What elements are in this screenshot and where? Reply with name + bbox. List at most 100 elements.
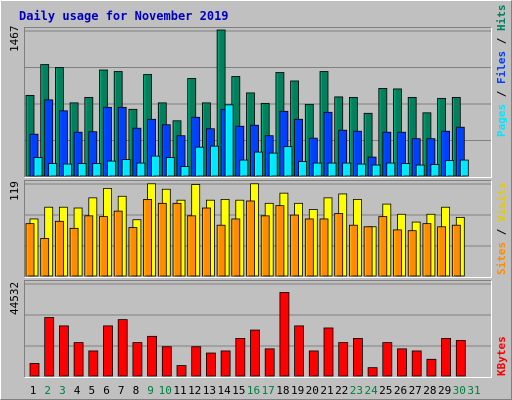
visits-bar-sites-day-6 bbox=[99, 216, 108, 277]
hits-bar-pages-day-5 bbox=[92, 163, 102, 177]
bars bbox=[25, 29, 469, 377]
kbytes-bar-kbytes-day-5 bbox=[88, 350, 99, 377]
hits-bar-pages-day-29 bbox=[445, 160, 455, 177]
kbytes-bar-kbytes-day-22 bbox=[338, 342, 349, 377]
visits-bar-sites-day-18 bbox=[275, 205, 285, 277]
x-tick-label: 18 bbox=[276, 384, 289, 397]
kbytes-bar-kbytes-day-7 bbox=[117, 319, 128, 377]
kbytes-bar-kbytes-day-26 bbox=[397, 348, 407, 377]
visits-bar-sites-day-12 bbox=[187, 215, 197, 277]
legend-sites: Sites bbox=[495, 242, 508, 275]
visits-bar-sites-day-24 bbox=[363, 226, 373, 277]
kbytes-bar-kbytes-day-29 bbox=[441, 338, 452, 377]
svg-text:Pages / Files / Hits: Pages / Files / Hits bbox=[495, 5, 508, 138]
legend-visits: Visits bbox=[495, 182, 508, 222]
visits-bar-sites-day-5 bbox=[84, 215, 94, 277]
kbytes-bar-kbytes-day-23 bbox=[352, 338, 363, 377]
hits-bar-pages-day-12 bbox=[195, 146, 205, 177]
hits-bar-pages-day-26 bbox=[401, 163, 410, 177]
visits-bar-sites-day-28 bbox=[422, 223, 432, 277]
x-tick-label: 24 bbox=[364, 384, 378, 397]
hits-bar-pages-day-7 bbox=[121, 159, 131, 177]
legend-pages: Pages bbox=[495, 104, 508, 137]
x-tick-label: 31 bbox=[467, 384, 480, 397]
chart-title: Daily usage for November 2019 bbox=[19, 9, 229, 23]
hits-bar-pages-day-13 bbox=[209, 145, 219, 177]
kbytes-bar-kbytes-day-27 bbox=[411, 350, 422, 377]
visits-bar-sites-day-26 bbox=[393, 229, 402, 277]
x-tick-label: 12 bbox=[188, 384, 201, 397]
hits-bar-pages-day-28 bbox=[430, 164, 440, 177]
kbytes-bar-kbytes-day-30 bbox=[455, 340, 466, 377]
visits-bar-sites-day-17 bbox=[260, 215, 270, 277]
kbytes-bar-kbytes-day-15 bbox=[235, 338, 246, 377]
x-tick-label: 10 bbox=[159, 384, 172, 397]
hits-bar-pages-day-9 bbox=[151, 155, 161, 177]
visits-ymax-label: 119 bbox=[8, 181, 21, 201]
visits-bar-sites-day-15 bbox=[231, 218, 241, 277]
hits-bar-pages-day-30 bbox=[459, 159, 469, 177]
kbytes-panel-legend: KBytes bbox=[495, 336, 508, 376]
kbytes-bar-kbytes-day-10 bbox=[161, 346, 172, 377]
x-tick-label: 11 bbox=[173, 384, 186, 397]
hits-bar-pages-day-23 bbox=[356, 163, 366, 177]
hits-bar-pages-day-27 bbox=[415, 164, 425, 177]
visits-bar-sites-day-30 bbox=[451, 224, 461, 277]
visits-bar-sites-day-29 bbox=[437, 226, 447, 277]
x-tick-label: 15 bbox=[232, 384, 245, 397]
legend-kbytes: KBytes bbox=[495, 336, 508, 376]
hits-ymax-label: 1467 bbox=[8, 26, 21, 53]
kbytes-bar-kbytes-day-11 bbox=[176, 365, 187, 377]
hits-bar-pages-day-11 bbox=[180, 166, 190, 177]
kbytes-bar-kbytes-day-17 bbox=[264, 348, 275, 377]
x-tick-label: 9 bbox=[147, 384, 154, 397]
visits-bar-sites-day-22 bbox=[334, 213, 344, 277]
hits-bar-pages-day-1 bbox=[33, 157, 43, 177]
hits-bar-pages-day-24 bbox=[371, 164, 381, 177]
kbytes-bar-kbytes-day-12 bbox=[191, 346, 202, 377]
kbytes-bar-kbytes-day-13 bbox=[205, 352, 216, 377]
hits-bar-pages-day-3 bbox=[63, 163, 72, 177]
hits-bar-pages-day-8 bbox=[136, 162, 146, 177]
x-tick-label: 7 bbox=[118, 384, 125, 397]
kbytes-bar-kbytes-day-21 bbox=[323, 327, 334, 377]
hits-bar-pages-day-22 bbox=[342, 162, 352, 177]
x-tick-label: 8 bbox=[133, 384, 140, 397]
visits-panel-legend: Sites / Visits bbox=[495, 182, 508, 275]
x-tick-label: 23 bbox=[350, 384, 363, 397]
x-tick-label: 22 bbox=[335, 384, 348, 397]
x-tick-label: 19 bbox=[291, 384, 304, 397]
x-axis-day-labels: 1 2 3 4 5 6 7 8 9 10 11 12 13 14 15 16 17 18 19 20 21 22 23 24 2… bbox=[30, 384, 481, 397]
kbytes-ymax-label: 44532 bbox=[8, 282, 21, 315]
visits-bar-sites-day-14 bbox=[216, 224, 226, 277]
x-tick-label: 30 bbox=[453, 384, 466, 397]
hits-bar-pages-day-2 bbox=[48, 163, 58, 177]
x-tick-label: 16 bbox=[247, 384, 260, 397]
visits-bar-sites-day-27 bbox=[407, 230, 417, 277]
visits-bar-sites-day-7 bbox=[113, 210, 123, 277]
x-tick-label: 1 bbox=[30, 384, 37, 397]
kbytes-bar-kbytes-day-14 bbox=[220, 350, 231, 377]
visits-bar-sites-day-16 bbox=[246, 200, 255, 277]
visits-bar-sites-day-21 bbox=[319, 218, 329, 277]
hits-bar-pages-day-16 bbox=[254, 151, 263, 177]
kbytes-bar-kbytes-day-19 bbox=[294, 325, 305, 377]
visits-bar-sites-day-20 bbox=[304, 218, 314, 277]
kbytes-bar-kbytes-day-2 bbox=[44, 317, 55, 377]
kbytes-bar-kbytes-day-6 bbox=[103, 325, 113, 377]
visits-bar-sites-day-23 bbox=[348, 224, 358, 277]
hits-bar-pages-day-6 bbox=[107, 160, 116, 177]
x-tick-label: 25 bbox=[379, 384, 392, 397]
visits-bar-sites-day-1 bbox=[25, 223, 35, 277]
kbytes-bar-kbytes-day-28 bbox=[426, 358, 437, 377]
kbytes-bar-kbytes-day-9 bbox=[147, 335, 158, 377]
kbytes-bar-kbytes-day-25 bbox=[382, 342, 393, 377]
kbytes-bar-kbytes-day-16 bbox=[250, 329, 260, 377]
kbytes-bar-kbytes-day-1 bbox=[29, 363, 40, 377]
x-tick-label: 13 bbox=[203, 384, 216, 397]
visits-bar-sites-day-19 bbox=[290, 214, 300, 277]
hits-bar-pages-day-19 bbox=[298, 161, 308, 177]
x-tick-label: 5 bbox=[88, 384, 95, 397]
visits-bar-sites-day-4 bbox=[69, 227, 79, 277]
kbytes-bar-kbytes-day-20 bbox=[308, 350, 319, 377]
